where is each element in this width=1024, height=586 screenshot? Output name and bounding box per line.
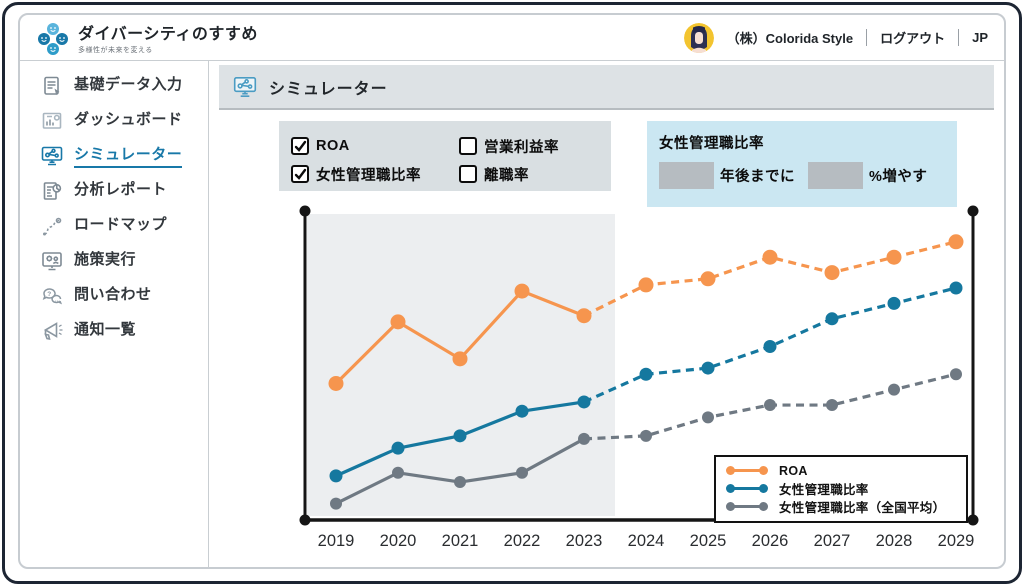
legend-item-roa: ROA [726, 463, 956, 478]
female-manager-ratio-checkbox[interactable] [291, 165, 309, 183]
dashboard-icon [39, 108, 65, 134]
operating-margin-checkbox[interactable] [459, 137, 477, 155]
sidebar-item-base-data-input[interactable]: 基礎データ入力 [20, 68, 208, 103]
execute-icon [39, 248, 65, 274]
svg-text:2028: 2028 [876, 532, 913, 550]
app-panel: ダイバーシティのすすめ 多様性が未来を変える （株）Colorida Style [18, 13, 1006, 569]
svg-text:2024: 2024 [628, 532, 665, 550]
form-input-icon [39, 73, 65, 99]
svg-text:2026: 2026 [752, 532, 789, 550]
chart-legend: ROA 女性管理職比率 女性管理職比率（全国平均） [714, 455, 968, 523]
sidebar-item-roadmap[interactable]: ロードマップ [20, 208, 208, 243]
sidebar-item-inquiry[interactable]: ? … 問い合わせ [20, 278, 208, 313]
roa-line-swatch [726, 466, 768, 475]
svg-text:…: … [55, 297, 61, 303]
body: 基礎データ入力 ダッシュボード [20, 61, 1004, 567]
legend-item-female-manager-ratio: 女性管理職比率 [726, 481, 956, 497]
svg-text:2019: 2019 [318, 532, 355, 550]
simulator-icon [39, 143, 65, 169]
header: ダイバーシティのすすめ 多様性が未来を変える （株）Colorida Style [20, 15, 1004, 61]
svg-text:2025: 2025 [690, 532, 727, 550]
app-subtitle: 多様性が未来を変える [78, 47, 153, 54]
simulator-icon [231, 73, 259, 101]
roadmap-icon [39, 213, 65, 239]
target-suffix-text: %増やす [869, 169, 928, 185]
target-setting-panel: 女性管理職比率 年後までに %増やす [647, 121, 957, 207]
header-divider [866, 29, 868, 46]
roa-checkbox[interactable] [291, 137, 309, 155]
sidebar-item-notifications[interactable]: 通知一覧 [20, 313, 208, 348]
brand: ダイバーシティのすすめ 多様性が未来を変える [36, 20, 258, 56]
diversity-logo-icon [38, 22, 68, 55]
page-title-bar: シミュレーター [219, 65, 994, 110]
svg-text:2021: 2021 [442, 532, 479, 550]
national-average-line-swatch [726, 502, 768, 511]
avatar[interactable] [683, 22, 714, 53]
sidebar-item-simulator[interactable]: シミュレーター [20, 138, 208, 173]
page-title: シミュレーター [269, 80, 388, 98]
logout-button[interactable]: ログアウト [880, 31, 946, 46]
metric-checkbox-panel: ROA 営業利益率 女性管理職比率 [279, 121, 611, 191]
svg-text:?: ? [47, 291, 51, 298]
svg-text:2029: 2029 [938, 532, 975, 550]
turnover-rate-checkbox[interactable] [459, 165, 477, 183]
language-toggle[interactable]: JP [972, 30, 988, 45]
percent-input[interactable] [808, 162, 863, 189]
legend-item-national-average: 女性管理職比率（全国平均） [726, 499, 956, 515]
svg-text:2027: 2027 [814, 532, 851, 550]
target-between-text: 年後までに [720, 169, 795, 185]
sidebar-item-dashboard[interactable]: ダッシュボード [20, 103, 208, 138]
header-account-area: （株）Colorida Style ログアウト JP [683, 22, 988, 53]
main-content: シミュレーター ROA 営業利益率 [209, 61, 1004, 567]
checkbox-row-roa: ROA [291, 132, 459, 160]
megaphone-icon [39, 318, 65, 344]
target-input-row: 年後までに %増やす [659, 162, 945, 189]
checkbox-row-operating-margin: 営業利益率 [459, 132, 611, 160]
female-ratio-line-swatch [726, 484, 768, 493]
target-panel-title: 女性管理職比率 [659, 136, 764, 152]
sidebar-item-execute-measures[interactable]: 施策実行 [20, 243, 208, 278]
app-title: ダイバーシティのすすめ [78, 26, 258, 43]
sidebar-item-analysis-report[interactable]: 分析レポート [20, 173, 208, 208]
svg-text:2023: 2023 [566, 532, 603, 550]
report-icon [39, 178, 65, 204]
checkbox-row-female-manager-ratio: 女性管理職比率 [291, 160, 459, 188]
svg-text:2020: 2020 [380, 532, 417, 550]
sidebar: 基礎データ入力 ダッシュボード [20, 61, 209, 567]
header-divider [958, 29, 960, 46]
years-input[interactable] [659, 162, 714, 189]
svg-text:2022: 2022 [504, 532, 541, 550]
company-name: （株）Colorida Style [726, 31, 854, 46]
inquiry-icon: ? … [39, 283, 65, 309]
checkbox-row-turnover-rate: 離職率 [459, 160, 611, 188]
